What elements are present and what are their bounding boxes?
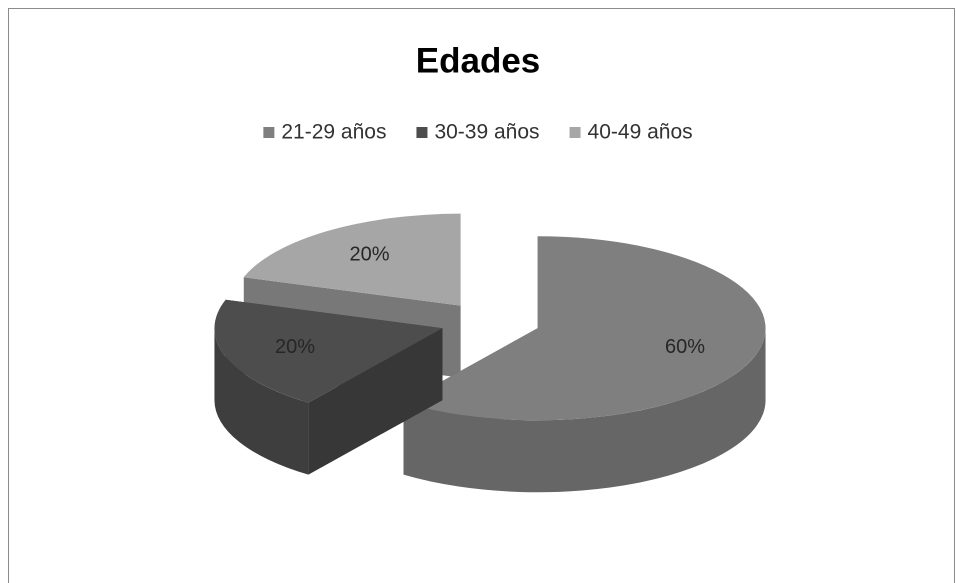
slice: [243, 213, 461, 306]
slice-wall: [214, 328, 309, 475]
data-label: 20%: [275, 336, 315, 358]
chart-title: Edades: [416, 41, 541, 80]
legend: 21-29 años 30-39 años 40-49 años: [263, 121, 693, 144]
slice: [403, 236, 766, 421]
legend-label: 40-49 años: [588, 121, 693, 144]
chart-border: [8, 8, 955, 583]
pie: 60% 20% 20%: [214, 213, 766, 493]
legend-swatch: [569, 127, 581, 138]
legend-swatch: [263, 127, 275, 138]
slice: [214, 299, 443, 403]
slice-wall: [403, 328, 766, 493]
legend-label: 21-29 años: [281, 121, 386, 144]
data-label: 20%: [349, 243, 389, 265]
data-label: 60%: [665, 336, 705, 358]
legend-swatch: [416, 127, 428, 138]
legend-label: 30-39 años: [434, 121, 539, 144]
